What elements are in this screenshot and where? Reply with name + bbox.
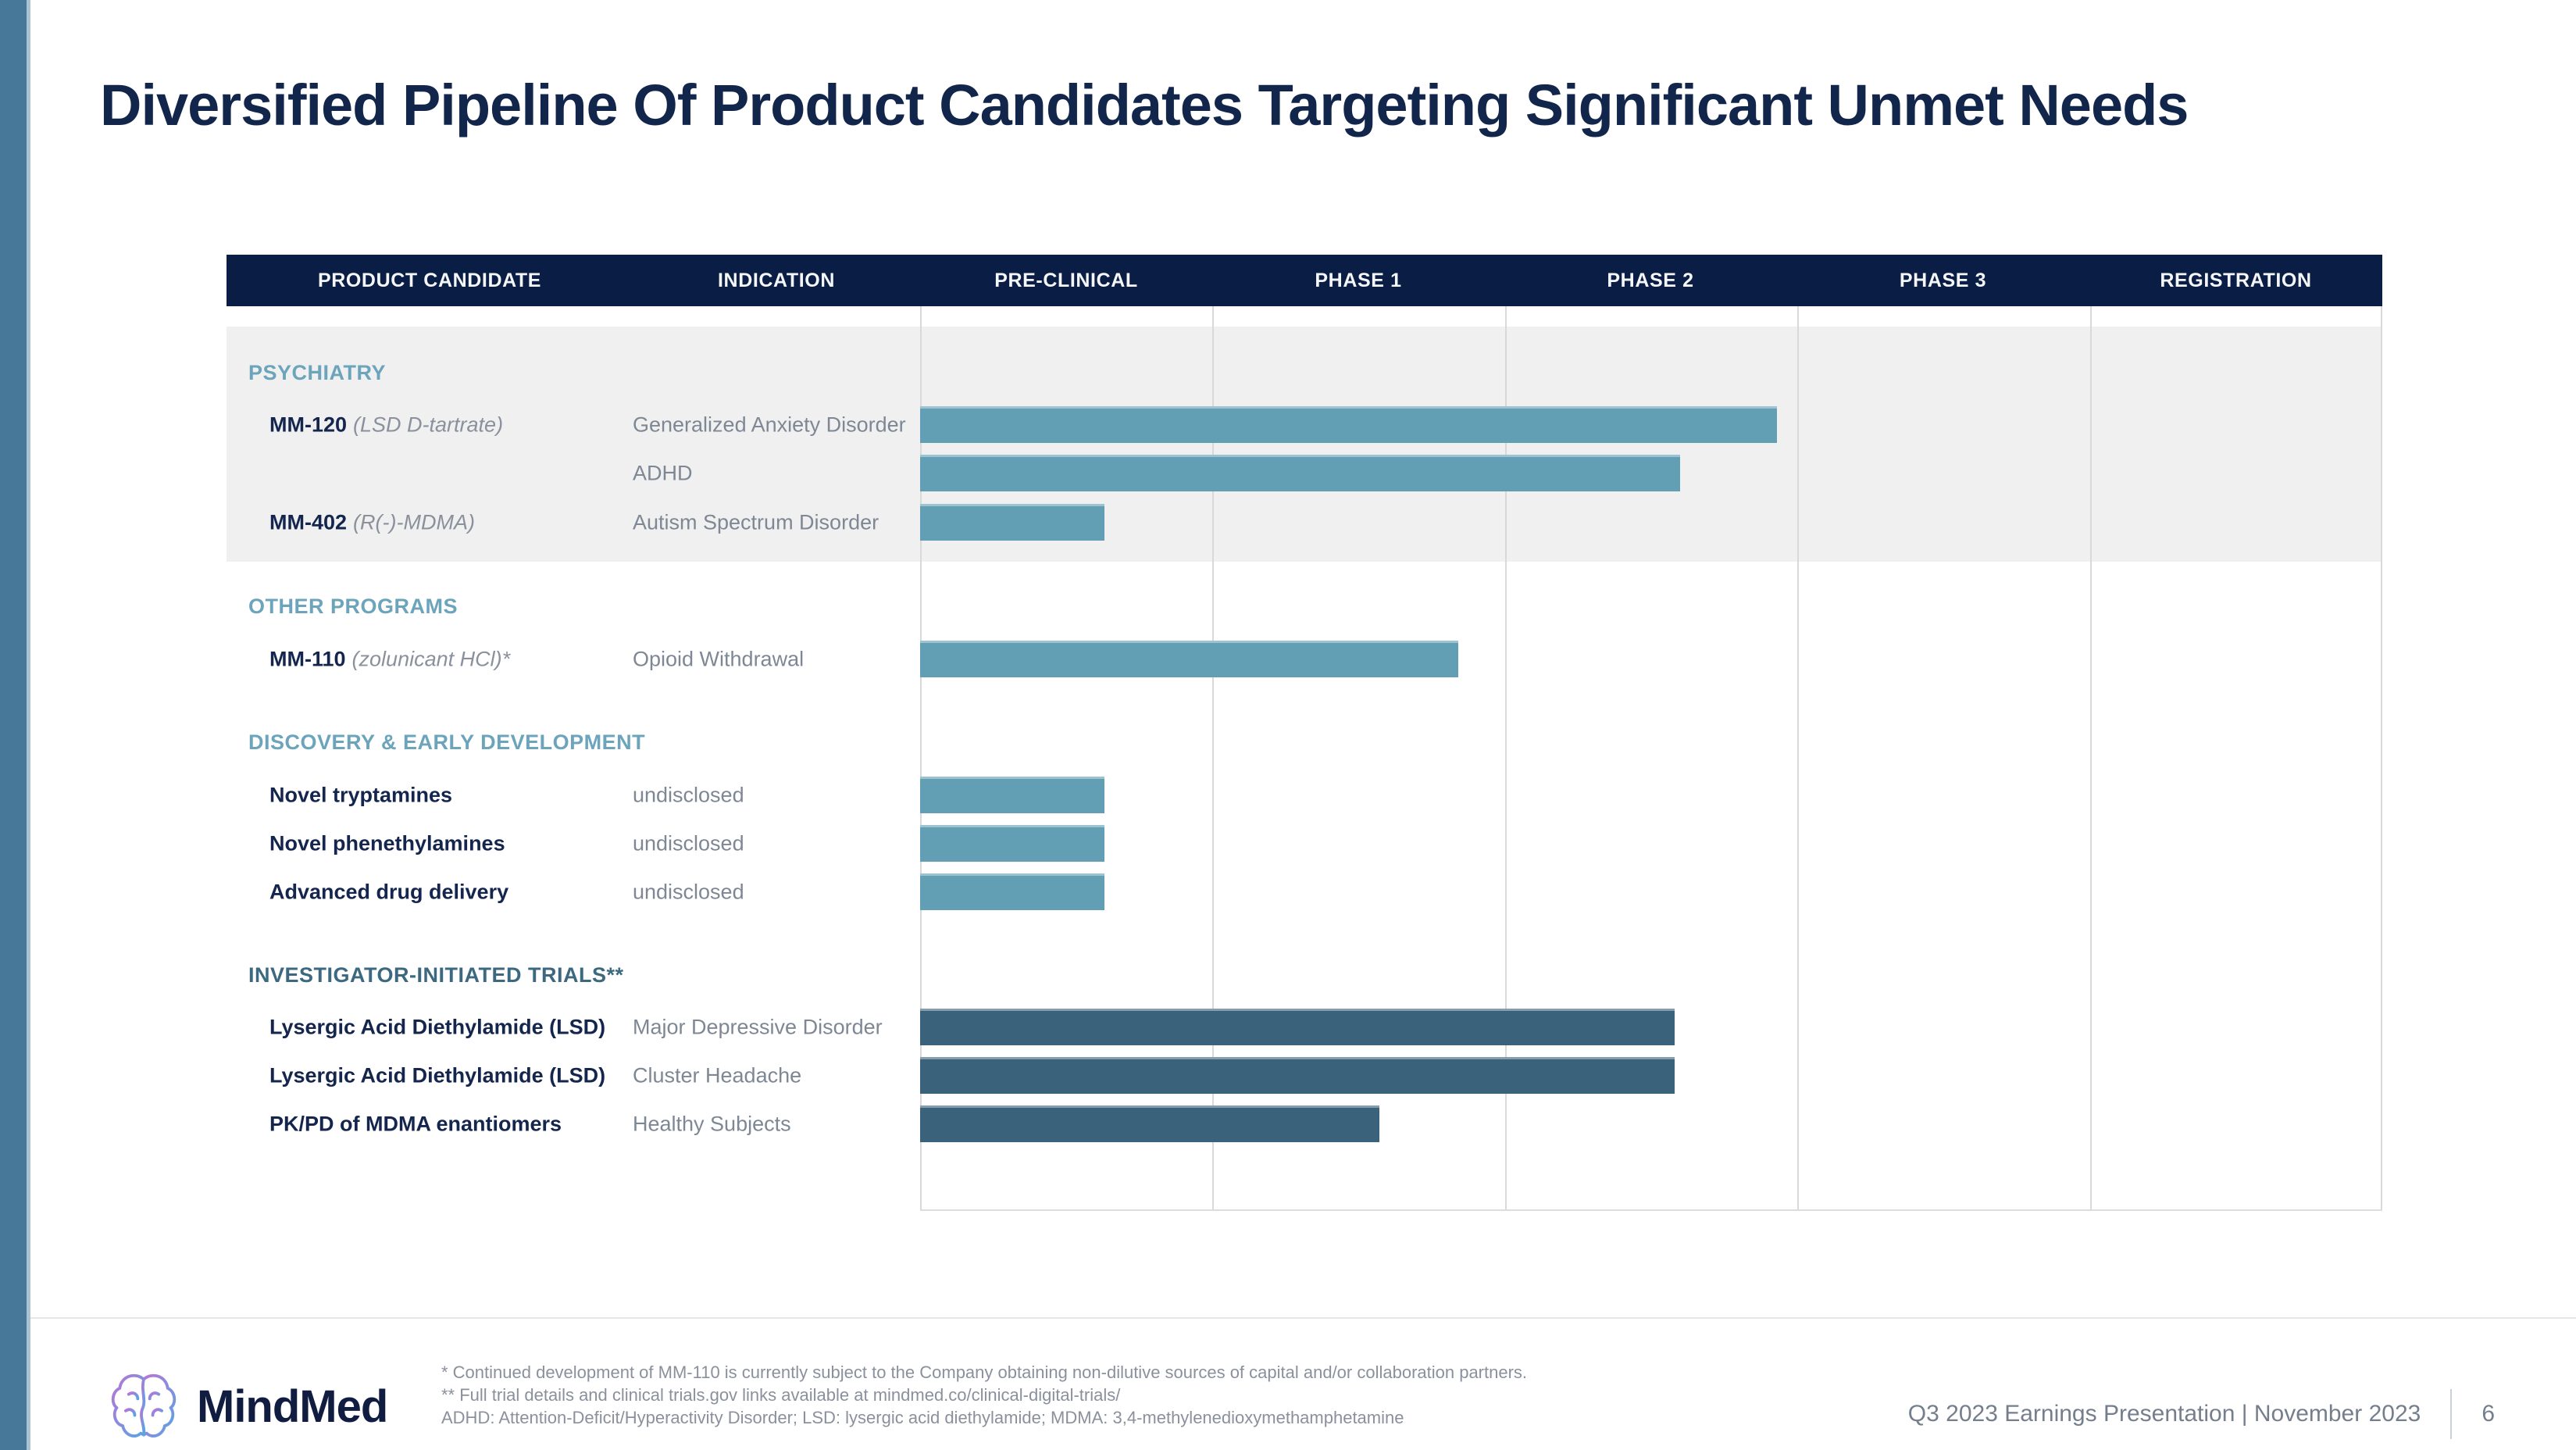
- left-accent-bar: [0, 0, 30, 1450]
- section-label-investigator-initiated-trials: INVESTIGATOR-INITIATED TRIALS**: [248, 963, 624, 987]
- product-candidate: MM-110 (zolunicant HCl)*: [269, 647, 510, 671]
- gridline: [1212, 306, 1214, 1209]
- phase-progress-bar: [920, 504, 1104, 541]
- footer-right: Q3 2023 Earnings Presentation | November…: [1908, 1389, 2495, 1439]
- product-name: Lysergic Acid Diethylamide (LSD): [269, 1063, 606, 1087]
- indication: Major Depressive Disorder: [633, 1015, 883, 1038]
- psychiatry-section-band: [227, 327, 2382, 562]
- presentation-label: Q3 2023 Earnings Presentation | November…: [1907, 1401, 2421, 1427]
- phase-progress-bar: [920, 406, 1777, 443]
- page-number-divider: [2450, 1389, 2453, 1439]
- column-header-registration: REGISTRATION: [2160, 269, 2312, 291]
- product-name: Advanced drug delivery: [269, 880, 509, 903]
- column-header-phase-3: PHASE 3: [1899, 269, 1987, 291]
- page-title: Diversified Pipeline Of Product Candidat…: [100, 73, 2189, 138]
- indication: undisclosed: [633, 831, 744, 855]
- product-name: Novel tryptamines: [269, 783, 453, 806]
- brain-icon: [111, 1373, 177, 1438]
- section-label-discovery-early-development: DISCOVERY & EARLY DEVELOPMENT: [248, 730, 646, 754]
- gridline: [1797, 306, 1799, 1209]
- product-candidate: Novel phenethylamines: [269, 831, 505, 855]
- pipeline-row-mm402-asd: MM-402 (R(-)-MDMA) Autism Spectrum Disord…: [227, 504, 2382, 541]
- product-candidate: Novel tryptamines: [269, 783, 452, 807]
- brand-wordmark: MindMed: [197, 1380, 388, 1432]
- mindmed-logo: MindMed: [106, 1369, 388, 1444]
- product-candidate: Lysergic Acid Diethylamide (LSD): [269, 1063, 605, 1088]
- indication: undisclosed: [633, 880, 744, 903]
- phase-progress-bar: [920, 1105, 1379, 1142]
- product-note: (R(-)-MDMA): [353, 510, 475, 534]
- phase-progress-bar: [920, 455, 1681, 491]
- column-header-indication: INDICATION: [718, 269, 835, 291]
- table-header-row: PRODUCT CANDIDATE INDICATION PRE-CLINICA…: [227, 255, 2382, 306]
- pipeline-row-mm110-opioid-withdrawal: MM-110 (zolunicant HCl)* Opioid Withdrawa…: [227, 641, 2382, 677]
- product-note: (LSD D-tartrate): [353, 412, 504, 436]
- gridline: [1505, 306, 1507, 1209]
- section-label-other-programs: OTHER PROGRAMS: [248, 595, 458, 618]
- indication: Opioid Withdrawal: [633, 647, 805, 670]
- product-name: PK/PD of MDMA enantiomers: [269, 1112, 562, 1135]
- product-name: Novel phenethylamines: [269, 831, 505, 855]
- column-header-pre-clinical: PRE-CLINICAL: [994, 269, 1138, 291]
- product-name: MM-110: [269, 647, 346, 670]
- phase-progress-bar: [920, 641, 1458, 677]
- product-candidate: Lysergic Acid Diethylamide (LSD): [269, 1015, 605, 1039]
- footnote-trial-details: ** Full trial details and clinical trial…: [441, 1385, 1121, 1405]
- pipeline-table: PRODUCT CANDIDATE INDICATION PRE-CLINICA…: [227, 255, 2382, 1211]
- section-label-psychiatry: PSYCHIATRY: [248, 361, 387, 384]
- product-candidate: MM-402 (R(-)-MDMA): [269, 510, 475, 534]
- product-name: MM-120: [269, 412, 348, 436]
- column-header-phase-1: PHASE 1: [1315, 269, 1402, 291]
- phase-progress-bar: [920, 873, 1104, 910]
- pipeline-row-novel-tryptamines: Novel tryptamines undisclosed: [227, 777, 2382, 813]
- product-candidate: Advanced drug delivery: [269, 880, 508, 904]
- pipeline-row-pkpd-mdma-enantiomers: PK/PD of MDMA enantiomers Healthy Subjec…: [227, 1105, 2382, 1142]
- indication: Generalized Anxiety Disorder: [633, 412, 906, 436]
- product-candidate: PK/PD of MDMA enantiomers: [269, 1112, 562, 1136]
- phase-progress-bar: [920, 1057, 1675, 1094]
- product-candidate: [269, 461, 276, 485]
- pipeline-row-mm120-adhd: ADHD: [227, 455, 2382, 491]
- indication: Healthy Subjects: [633, 1112, 791, 1135]
- pipeline-row-mm120-gad: MM-120 (LSD D-tartrate) Generalized Anxie…: [227, 406, 2382, 443]
- footnote-mm110: * Continued development of MM-110 is cur…: [441, 1362, 1528, 1382]
- gridline: [2381, 306, 2382, 1209]
- phase-grid: [920, 306, 2382, 1211]
- gridline: [920, 306, 922, 1209]
- phase-progress-bar: [920, 825, 1104, 862]
- gridline: [2090, 306, 2092, 1209]
- phase-progress-bar: [920, 777, 1104, 813]
- page-number: 6: [2481, 1401, 2495, 1427]
- product-name: Lysergic Acid Diethylamide (LSD): [269, 1015, 606, 1038]
- column-header-phase-2: PHASE 2: [1607, 269, 1694, 291]
- column-header-product-candidate: PRODUCT CANDIDATE: [317, 269, 542, 291]
- indication: Autism Spectrum Disorder: [633, 510, 879, 534]
- indication: Cluster Headache: [633, 1063, 802, 1087]
- product-candidate: MM-120 (LSD D-tartrate): [269, 412, 503, 437]
- indication: ADHD: [633, 461, 693, 484]
- footnote-abbreviations: ADHD: Attention-Deficit/Hyperactivity Di…: [441, 1408, 1404, 1427]
- pipeline-row-novel-phenethylamines: Novel phenethylamines undisclosed: [227, 825, 2382, 862]
- product-note: (zolunicant HCl)*: [351, 647, 511, 670]
- footer-divider-line: [30, 1317, 2576, 1319]
- pipeline-row-advanced-drug-delivery: Advanced drug delivery undisclosed: [227, 873, 2382, 910]
- product-name: MM-402: [269, 510, 348, 534]
- footnotes: * Continued development of MM-110 is cur…: [441, 1361, 1527, 1429]
- phase-progress-bar: [920, 1009, 1675, 1045]
- pipeline-row-lsd-cluster-headache: Lysergic Acid Diethylamide (LSD) Cluster…: [227, 1057, 2382, 1094]
- indication: undisclosed: [633, 783, 744, 806]
- pipeline-row-lsd-mdd: Lysergic Acid Diethylamide (LSD) Major D…: [227, 1009, 2382, 1045]
